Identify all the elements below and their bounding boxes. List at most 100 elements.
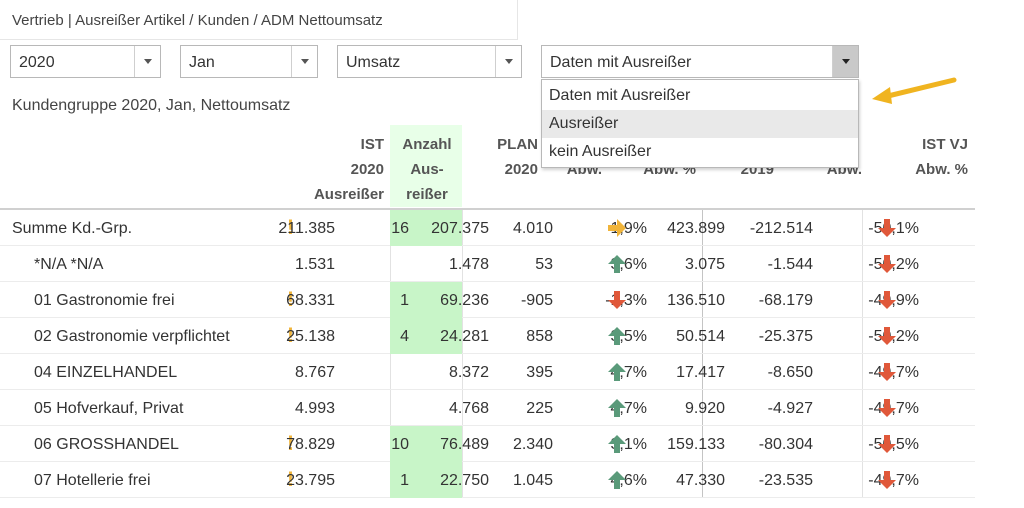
report-title: Kundengruppe 2020, Jan, Nettoumsatz — [12, 97, 291, 114]
measure-dropdown-value: Umsatz — [346, 54, 401, 71]
arrow-up-icon — [608, 471, 626, 489]
cell-abw-vj: -1.544 — [767, 256, 813, 273]
table-row[interactable]: 02 Gastronomie verpflichtet! 25.138 4 24.28… — [0, 318, 975, 354]
row-label: 01 Gastronomie frei — [34, 292, 175, 309]
table-row[interactable]: 04 EINZELHANDEL 8.767 8.372 395 4,7% 17.417 -8… — [0, 354, 975, 390]
cell-anzahl: 4 — [400, 328, 409, 345]
row-label: 05 Hofverkauf, Privat — [34, 400, 184, 417]
cell-abw-vj: -80.304 — [758, 436, 813, 453]
arrow-down-icon — [878, 435, 896, 453]
cell-anzahl: 1 — [400, 472, 409, 489]
header-line: Abw. % — [915, 161, 968, 178]
cell-ist: 1.531 — [294, 256, 335, 273]
table-row[interactable]: 07 Hotellerie frei! 23.795 1 22.750 1.045 4,6… — [0, 462, 975, 498]
cell-abw: 2.340 — [512, 436, 553, 453]
outlier-dropdown-list: Daten mit Ausreißer Ausreißer kein Ausre… — [541, 79, 859, 168]
col-header-anzahl: Anzahl Aus- reißer — [392, 132, 462, 207]
arrow-right-icon — [608, 219, 626, 237]
cell-vj: 136.510 — [667, 292, 725, 309]
table-row[interactable]: 05 Hofverkauf, Privat 4.993 4.768 225 4,7% 9.… — [0, 390, 975, 426]
option-kein-ausreisser[interactable]: kein Ausreißer — [549, 143, 652, 160]
arrow-down-icon — [878, 219, 896, 237]
year-dropdown[interactable]: 2020 — [10, 45, 161, 78]
table-row[interactable]: *N/A *N/A1.5311.478533,6%3.075-1.544-50,… — [0, 246, 975, 282]
arrow-down-icon — [878, 327, 896, 345]
cell-plan: 207.375 — [431, 220, 489, 237]
col-header-plan: PLAN 2020 — [468, 132, 538, 182]
arrow-up-icon — [608, 399, 626, 417]
cell-vj: 17.417 — [676, 364, 725, 381]
option-daten-mit-ausreisser[interactable]: Daten mit Ausreißer — [549, 87, 691, 104]
row-label: 07 Hotellerie frei — [34, 472, 151, 489]
exclamation-icon: ! — [287, 288, 294, 311]
table-row[interactable]: Summe Kd.-Grp.! 211.385 16 207.375 4.010 1,9%… — [0, 210, 975, 246]
arrow-down-icon — [878, 399, 896, 417]
row-label: 06 GROSSHANDEL — [34, 436, 179, 453]
exclamation-icon: ! — [287, 468, 294, 491]
cell-abw-vj: -23.535 — [758, 472, 813, 489]
exclamation-icon: ! — [287, 324, 294, 347]
table-row[interactable]: 01 Gastronomie frei! 68.331 1 69.236 -905 -1,… — [0, 282, 975, 318]
year-dropdown-button[interactable] — [134, 46, 160, 77]
cell-plan: 76.489 — [440, 436, 489, 453]
month-dropdown[interactable]: Jan — [180, 45, 318, 78]
month-dropdown-button[interactable] — [291, 46, 317, 77]
cell-ist: 23.795 — [286, 472, 335, 489]
row-label: *N/A *N/A — [34, 256, 104, 273]
column-divider — [462, 210, 463, 498]
outlier-cell-highlight — [390, 318, 462, 354]
cell-abw-vj: -25.375 — [758, 328, 813, 345]
exclamation-icon: ! — [287, 216, 294, 239]
outlier-cell-highlight — [390, 426, 462, 462]
cell-plan: 4.768 — [448, 400, 489, 417]
header-line: IST VJ — [922, 136, 968, 153]
year-dropdown-value: 2020 — [19, 54, 55, 71]
arrow-down-icon — [878, 471, 896, 489]
outlier-cell-highlight — [390, 282, 462, 318]
cell-anzahl: 10 — [391, 436, 409, 453]
cell-ist: 68.331 — [286, 292, 335, 309]
cell-abw: 858 — [526, 328, 553, 345]
outlier-cell-highlight — [390, 462, 462, 498]
cell-anzahl: 16 — [391, 220, 409, 237]
cell-anzahl: 1 — [400, 292, 409, 309]
col-header-ist: IST 2020 Ausreißer — [294, 132, 384, 207]
outlier-dropdown-button[interactable] — [832, 46, 858, 77]
header-line: 2020 — [504, 161, 538, 178]
measure-dropdown-button[interactable] — [495, 46, 521, 77]
row-label: 04 EINZELHANDEL — [34, 364, 178, 381]
arrow-up-icon — [608, 327, 626, 345]
cell-abw-vj: -8.650 — [767, 364, 813, 381]
annotation-arrow-icon — [872, 77, 957, 104]
arrow-down-icon — [608, 291, 626, 309]
cell-ist: 8.767 — [294, 364, 335, 381]
month-dropdown-value: Jan — [189, 54, 215, 71]
outlier-header-highlight — [390, 125, 462, 207]
cell-abw: 395 — [526, 364, 553, 381]
cell-abw-vj: -68.179 — [758, 292, 813, 309]
cell-abw-vj: -212.514 — [749, 220, 813, 237]
cell-vj: 50.514 — [676, 328, 725, 345]
cell-ist: 25.138 — [286, 328, 335, 345]
cell-vj: 3.075 — [684, 256, 725, 273]
arrow-down-icon — [878, 255, 896, 273]
column-divider — [702, 210, 703, 498]
col-header-ist-vj: IST VJ Abw. % — [888, 132, 968, 182]
option-ausreisser[interactable]: Ausreißer — [542, 110, 858, 138]
header-line: 2020 — [350, 161, 384, 178]
outlier-cell-highlight — [390, 210, 462, 246]
header-line: PLAN — [497, 136, 538, 153]
cell-abw: 4.010 — [512, 220, 553, 237]
row-label: 02 Gastronomie verpflichtet — [34, 328, 230, 345]
cell-vj: 9.920 — [684, 400, 725, 417]
table-row[interactable]: 06 GROSSHANDEL! 78.829 10 76.489 2.340 3,1% 15… — [0, 426, 975, 462]
header-line: Anzahl — [402, 136, 452, 153]
measure-dropdown[interactable]: Umsatz — [337, 45, 522, 78]
cell-ist: 211.385 — [278, 220, 335, 237]
chevron-down-icon — [842, 59, 850, 64]
arrow-up-icon — [608, 363, 626, 381]
cell-vj: 159.133 — [667, 436, 725, 453]
outlier-dropdown[interactable]: Daten mit Ausreißer — [541, 45, 859, 78]
header-divider — [0, 208, 975, 210]
header-line: Ausreißer — [313, 186, 384, 203]
